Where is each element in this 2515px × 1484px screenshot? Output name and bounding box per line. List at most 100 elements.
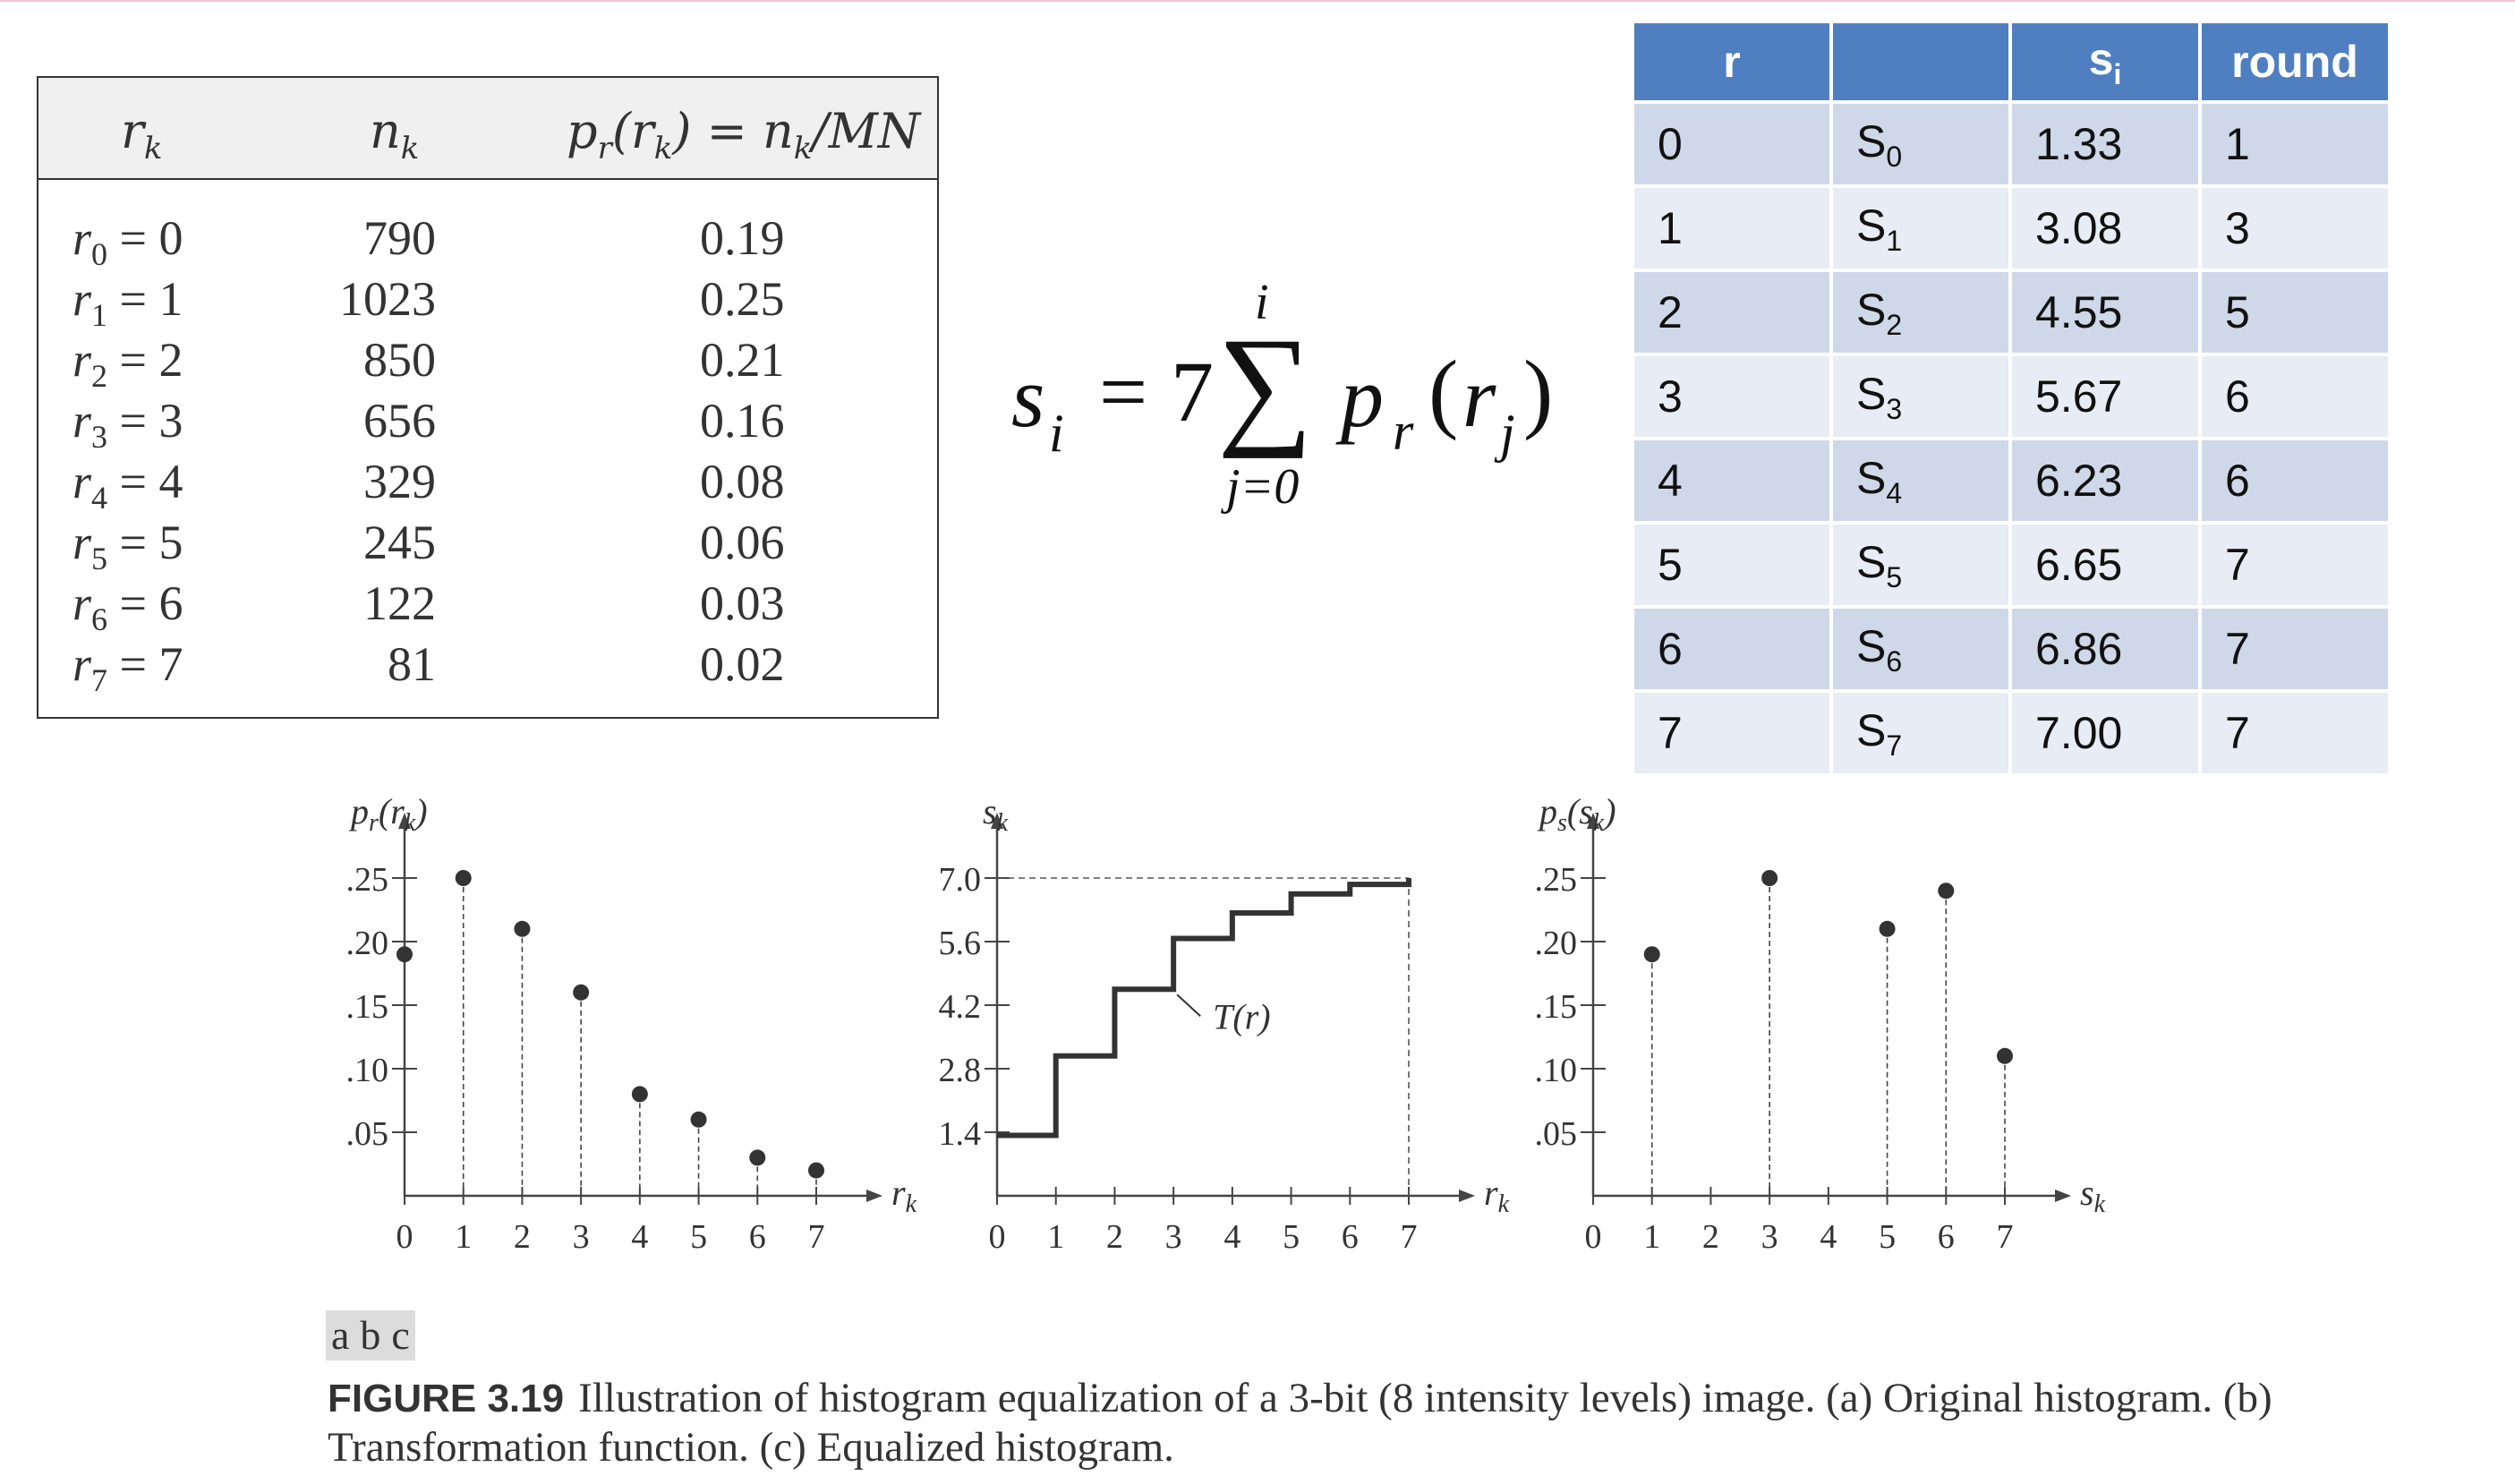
data-point [514,920,531,937]
mapping-table-header: r si round [1634,23,2388,100]
r-cell: 3 [1634,356,1829,437]
x-axis-arrow [866,1190,882,1202]
data-point [573,984,590,1001]
r-cell: 4 [1634,440,1829,521]
round-cell: 7 [2202,525,2388,605]
s-label-cell: S1 [1833,188,2008,269]
x-axis-arrow [1459,1190,1475,1202]
transformation-curve [997,878,1411,1139]
y-tick-label: .05 [346,1115,389,1153]
s-value-cell: 6.65 [2012,525,2198,605]
tag-c: c [386,1310,415,1360]
eq-function: p [1341,349,1384,445]
data-point [1761,870,1778,886]
x-tick-label: 0 [989,1218,1006,1256]
rk-cell: r4 = 4 [72,455,183,516]
y-axis-label: ps(sk) [1537,791,1616,837]
y-axis-label: pr(rk) [348,791,428,837]
mapping-row: 7 S7 7.00 7 [1634,693,2388,773]
data-point [1879,920,1896,937]
figure-caption: FIGURE 3.19 Illustration of histogram equ… [328,1374,2297,1471]
data-point [1997,1047,2013,1064]
histogram-table: rk nk pr(rk) = nk/MN r0 = 0 790 0.19 r1 = 1… [37,76,939,719]
r-cell: 5 [1634,525,1829,605]
tag-b: b [354,1310,387,1360]
round-cell: 7 [2202,693,2388,773]
prob-cell: 0.25 [700,272,785,326]
header-round: round [2202,23,2388,100]
y-tick-label: .05 [1535,1115,1578,1153]
histogram-row: r6 = 6 122 0.03 [38,576,937,637]
x-tick-label: 7 [1997,1218,2014,1256]
mapping-row: 6 S6 6.86 7 [1634,609,2388,689]
x-axis-label: sk [2080,1173,2106,1218]
rk-cell: r7 = 7 [72,637,183,698]
rk-cell: r2 = 2 [72,333,183,394]
data-point [749,1149,766,1166]
s-value-cell: 3.08 [2012,188,2198,269]
x-tick-label: 3 [1761,1218,1778,1256]
s-value-cell: 1.33 [2012,104,2198,184]
header-r: r [1634,23,1829,100]
caption-text: Illustration of histogram equalization o… [328,1375,2272,1471]
nk-cell: 1023 [339,272,436,326]
r-cell: 7 [1634,693,1829,773]
header-nk: nk [370,103,420,166]
s-value-cell: 4.55 [2012,272,2198,353]
mapping-row: 3 S3 5.67 6 [1634,356,2388,437]
nk-cell: 656 [363,394,436,448]
eq-argument-sub: j [1500,404,1515,463]
s-label-cell: S0 [1833,104,2008,184]
histogram-row: r3 = 3 656 0.16 [38,393,937,455]
s-label-cell: S6 [1833,609,2008,689]
x-axis-arrow [2055,1190,2071,1202]
x-axis-label: rk [1484,1173,1510,1218]
x-tick-label: 6 [1342,1218,1359,1256]
y-tick-label: 7.0 [939,861,982,899]
x-tick-label: 5 [1879,1218,1896,1256]
header-s: si [2012,23,2198,100]
histogram-row: r2 = 2 850 0.21 [38,332,937,394]
rk-cell: r1 = 1 [72,272,183,333]
eq-lhs-sub: i [1049,404,1064,463]
chart-b-transformation-function: 0 1 2 3 4 5 6 7 1.4 2.8 4.2 5.6 7.0sk rk T(r) [939,791,1510,1256]
eq-function-sub: r [1393,402,1414,461]
x-tick-label: 2 [1106,1218,1123,1256]
nk-cell: 122 [363,576,436,630]
data-point [396,946,413,963]
y-axis-arrow [398,813,411,829]
mapping-row: 4 S4 6.23 6 [1634,440,2388,521]
histogram-table-header: rk nk pr(rk) = nk/MN [38,78,937,180]
x-tick-label: 5 [1283,1218,1300,1256]
chart-c-equalized-histogram: 0 1 2 3 4 5 6 7 .05 .10 .15 .20 .25 ps(sk) sk [1535,791,2106,1256]
s-label-cell: S2 [1833,272,2008,353]
nk-cell: 329 [363,455,436,508]
mapping-table-body: 0 S0 1.33 1 1 S1 3.08 3 2 S2 4.55 5 3 S3 5.67 6 4 S4 6.23 6… [1634,104,2388,773]
round-cell: 5 [2202,272,2388,353]
top-border [0,0,2515,2]
prob-cell: 0.03 [700,576,785,630]
y-tick-label: 4.2 [939,988,982,1026]
eq-coefficient: 7 [1171,344,1214,439]
mapping-row: 0 S0 1.33 1 [1634,104,2388,184]
eq-argument: r [1462,349,1496,445]
mapping-row: 5 S5 6.65 7 [1634,525,2388,605]
x-tick-label: 4 [1820,1218,1837,1256]
rk-cell: r5 = 5 [72,516,183,576]
y-axis-arrow [991,813,1003,829]
nk-cell: 81 [388,637,436,691]
eq-lower-limit: j=0 [1226,459,1300,515]
round-cell: 3 [2202,188,2388,269]
x-tick-label: 4 [1223,1218,1240,1256]
y-tick-label: .15 [346,988,389,1026]
prob-cell: 0.06 [700,516,785,569]
prob-cell: 0.08 [700,455,785,508]
round-cell: 1 [2202,104,2388,184]
tag-a: a [326,1310,355,1360]
data-point [690,1111,707,1128]
rk-cell: r3 = 3 [72,394,183,455]
prob-cell: 0.02 [700,637,785,691]
x-tick-label: 3 [573,1218,590,1256]
s-label-cell: S5 [1833,525,2008,605]
